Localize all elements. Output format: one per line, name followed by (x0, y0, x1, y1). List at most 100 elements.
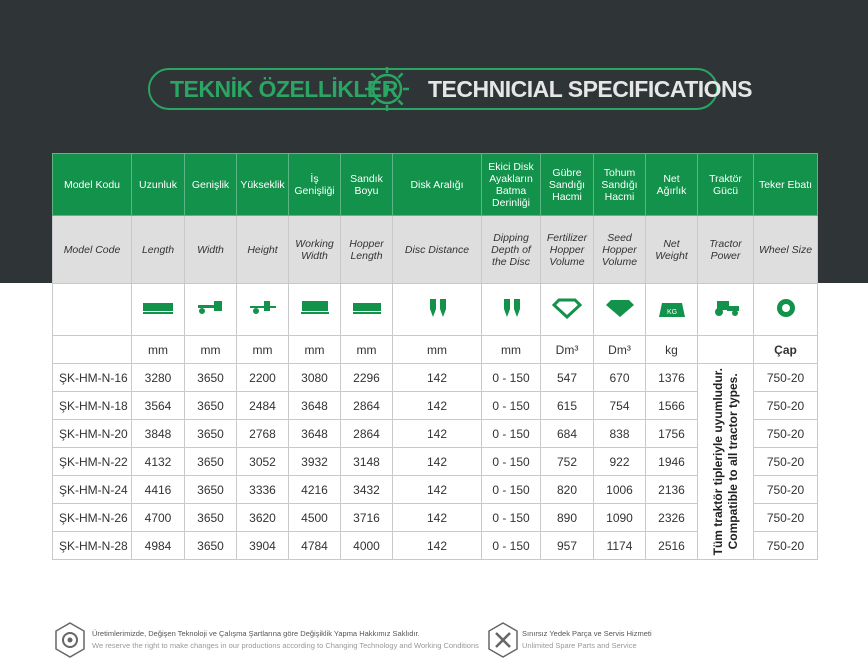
data-cell: 670 (593, 363, 646, 392)
data-cell: 820 (540, 475, 594, 504)
header-en: Seed Hopper Volume (593, 215, 646, 284)
icon-cell (392, 283, 482, 336)
column-icon (551, 298, 583, 320)
data-cell: 1946 (645, 447, 698, 476)
data-cell: 0 - 150 (481, 363, 541, 392)
data-cell: 1376 (645, 363, 698, 392)
column-icon (504, 299, 520, 317)
data-cell: 2200 (236, 363, 289, 392)
column-icon (605, 300, 634, 317)
data-cell: 3148 (340, 447, 393, 476)
data-cell: 2864 (340, 391, 393, 420)
header-tr: Genişlik (184, 153, 237, 216)
data-row: ŞK-HM-N-28 4984 3650 3904 4784 4000 142 0 - 150… (52, 531, 818, 560)
data-cell: 1090 (593, 503, 646, 532)
data-cell: 3620 (236, 503, 289, 532)
unit-cell: mm (340, 335, 393, 364)
data-cell: 2484 (236, 391, 289, 420)
footer-tr: Üretimlerimizde, Değişen Teknoloji ve Ça… (92, 629, 420, 638)
header-en: Wheel Size (753, 215, 818, 284)
data-cell: 4500 (288, 503, 341, 532)
footer-en: We reserve the right to make changes in … (92, 641, 479, 650)
data-cell: 890 (540, 503, 594, 532)
data-cell: 4700 (131, 503, 185, 532)
icon-cell (540, 283, 594, 336)
icon-cell (753, 283, 818, 336)
data-cell: 142 (392, 391, 482, 420)
header-en: Length (131, 215, 185, 284)
data-cell: 3650 (184, 531, 237, 560)
svg-text:i: i (384, 79, 390, 101)
data-cell: 1006 (593, 475, 646, 504)
unit-cell: mm (236, 335, 289, 364)
svg-text:KG: KG (666, 309, 676, 316)
data-cell: 752 (540, 447, 594, 476)
data-cell: 3432 (340, 475, 393, 504)
column-icon (714, 301, 739, 316)
icon-cell: KG (645, 283, 698, 336)
icon-cell (697, 283, 754, 336)
header-tr: Teker Ebatı (753, 153, 818, 216)
data-cell: 3650 (184, 447, 237, 476)
data-cell: 0 - 150 (481, 447, 541, 476)
icon-cell (52, 283, 132, 336)
data-cell: 3650 (184, 475, 237, 504)
data-cell: 4784 (288, 531, 341, 560)
unit-cell (52, 335, 132, 364)
unit-cell: Çap (753, 335, 818, 364)
unit-cell: Dm³ (593, 335, 646, 364)
data-cell: 750-20 (753, 419, 818, 448)
tractor-note-cell: Tüm traktör tipleriyle uyumludur. Compati… (697, 363, 754, 560)
data-cell: 0 - 150 (481, 391, 541, 420)
data-cell: 3650 (184, 419, 237, 448)
tractor-note-line: Tüm traktör tipleriyle uyumludur. (710, 367, 725, 556)
data-row: ŞK-HM-N-20 3848 3650 2768 3648 2864 142 0 - 150… (52, 419, 818, 448)
data-cell: 1174 (593, 531, 646, 560)
footer-note: Sınırsız Yedek Parça ve Servis Hizmeti U… (522, 629, 652, 650)
icon-row: KG (52, 283, 818, 336)
column-icon (352, 303, 381, 314)
data-cell: 3650 (184, 363, 237, 392)
data-cell: 4416 (131, 475, 185, 504)
header-tr: Gübre Sandığı Hacmi (540, 153, 594, 216)
data-cell: 142 (392, 363, 482, 392)
data-row: ŞK-HM-N-26 4700 3650 3620 4500 3716 142 0 - 150… (52, 503, 818, 532)
data-cell: 3648 (288, 419, 341, 448)
tools-footer-icon (488, 622, 518, 658)
icon-cell (236, 283, 289, 336)
title-tr: TEKNİK ÖZELLİKLER (170, 76, 398, 102)
data-cell: 0 - 150 (481, 475, 541, 504)
data-cell: 2864 (340, 419, 393, 448)
unit-cell: mm (392, 335, 482, 364)
data-cell: 142 (392, 419, 482, 448)
data-cell: 3280 (131, 363, 185, 392)
data-cell: 3848 (131, 419, 185, 448)
column-icon (776, 299, 795, 317)
header-tr: İş Genişliği (288, 153, 341, 216)
header-en: Hopper Length (340, 215, 393, 284)
data-cell: 3932 (288, 447, 341, 476)
data-cell: 1756 (645, 419, 698, 448)
data-cell: 3716 (340, 503, 393, 532)
header-en: Model Code (52, 215, 132, 284)
header-tr: Disk Aralığı (392, 153, 482, 216)
data-cell: ŞK-HM-N-24 (52, 475, 132, 504)
data-cell: ŞK-HM-N-16 (52, 363, 132, 392)
header-en: Width (184, 215, 237, 284)
column-icon: KG (658, 303, 685, 317)
header-en: Height (236, 215, 289, 284)
header-row-tr: Model Kodu Uzunluk Genişlik Yükseklik İş Gen… (52, 153, 818, 216)
data-cell: 615 (540, 391, 594, 420)
data-cell: 142 (392, 447, 482, 476)
data-cell: ŞK-HM-N-26 (52, 503, 132, 532)
data-cell: 3336 (236, 475, 289, 504)
header-tr: Sandık Boyu (340, 153, 393, 216)
unit-cell: mm (131, 335, 185, 364)
data-cell: 3650 (184, 391, 237, 420)
data-row: ŞK-HM-N-18 3564 3650 2484 3648 2864 142 0 - 150… (52, 391, 818, 420)
icon-cell (131, 283, 185, 336)
data-cell: 957 (540, 531, 594, 560)
data-cell: 750-20 (753, 363, 818, 392)
data-cell: 3648 (288, 391, 341, 420)
